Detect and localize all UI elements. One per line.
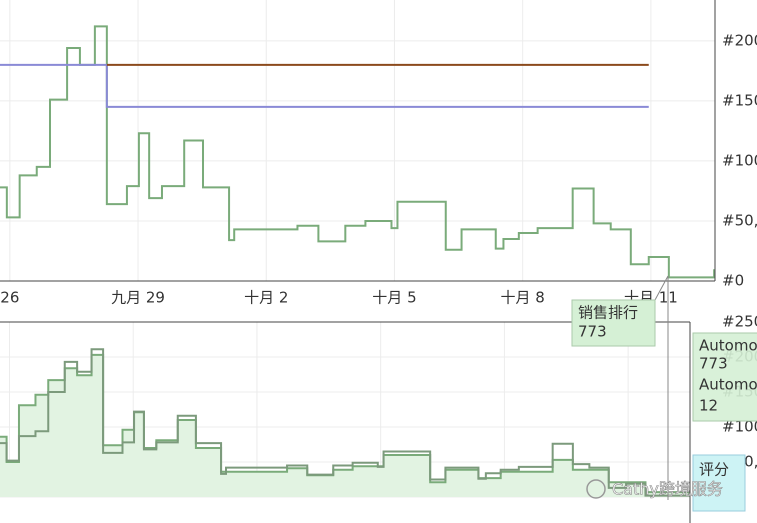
line bbox=[0, 348, 691, 497]
tooltip-box bbox=[692, 454, 746, 512]
tooltip: Automo 773 Automo 12 bbox=[692, 332, 757, 422]
tooltip-line: Automo bbox=[699, 337, 757, 355]
tooltip-line: 12 bbox=[699, 397, 718, 415]
x-tick-label: 十月 8 bbox=[501, 289, 545, 307]
y-tick-label: #50,000 bbox=[722, 211, 757, 229]
watermark-text: Cathy跨境服务 bbox=[612, 480, 723, 499]
y-tick-label: #150,000 bbox=[722, 91, 757, 109]
tooltip-line: Automo bbox=[699, 376, 757, 394]
x-tick-label: 九月 29 bbox=[111, 289, 165, 307]
x-tick-label: 十月 2 bbox=[244, 289, 288, 307]
x-tick-label: 十月 5 bbox=[372, 289, 416, 307]
tooltip-title: 销售排行 bbox=[578, 304, 638, 322]
x-tick-label: 26 bbox=[0, 289, 19, 307]
watermark: Cathy跨境服务 bbox=[586, 479, 723, 499]
y-tick-label: #0 bbox=[722, 272, 744, 290]
y-tick-label: #100,000 bbox=[722, 418, 757, 436]
line bbox=[0, 25, 716, 279]
tooltip-value: 773 bbox=[578, 323, 607, 341]
watermark-logo bbox=[586, 479, 606, 499]
tooltip-box bbox=[692, 332, 757, 422]
y-tick-label: #200,000 bbox=[722, 31, 757, 49]
tooltip-title: 评分 bbox=[699, 461, 729, 479]
tooltip-line: 773 bbox=[699, 355, 728, 373]
tooltip: 销售排行 773 bbox=[571, 299, 656, 347]
line bbox=[0, 63, 649, 108]
tooltip: 评分 bbox=[692, 454, 746, 512]
tooltip-connector bbox=[654, 275, 669, 301]
tooltip-box bbox=[571, 299, 656, 347]
area bbox=[0, 354, 690, 497]
y-tick-label: #100,000 bbox=[722, 151, 757, 169]
y-tick-label: #250,000 bbox=[722, 313, 757, 331]
